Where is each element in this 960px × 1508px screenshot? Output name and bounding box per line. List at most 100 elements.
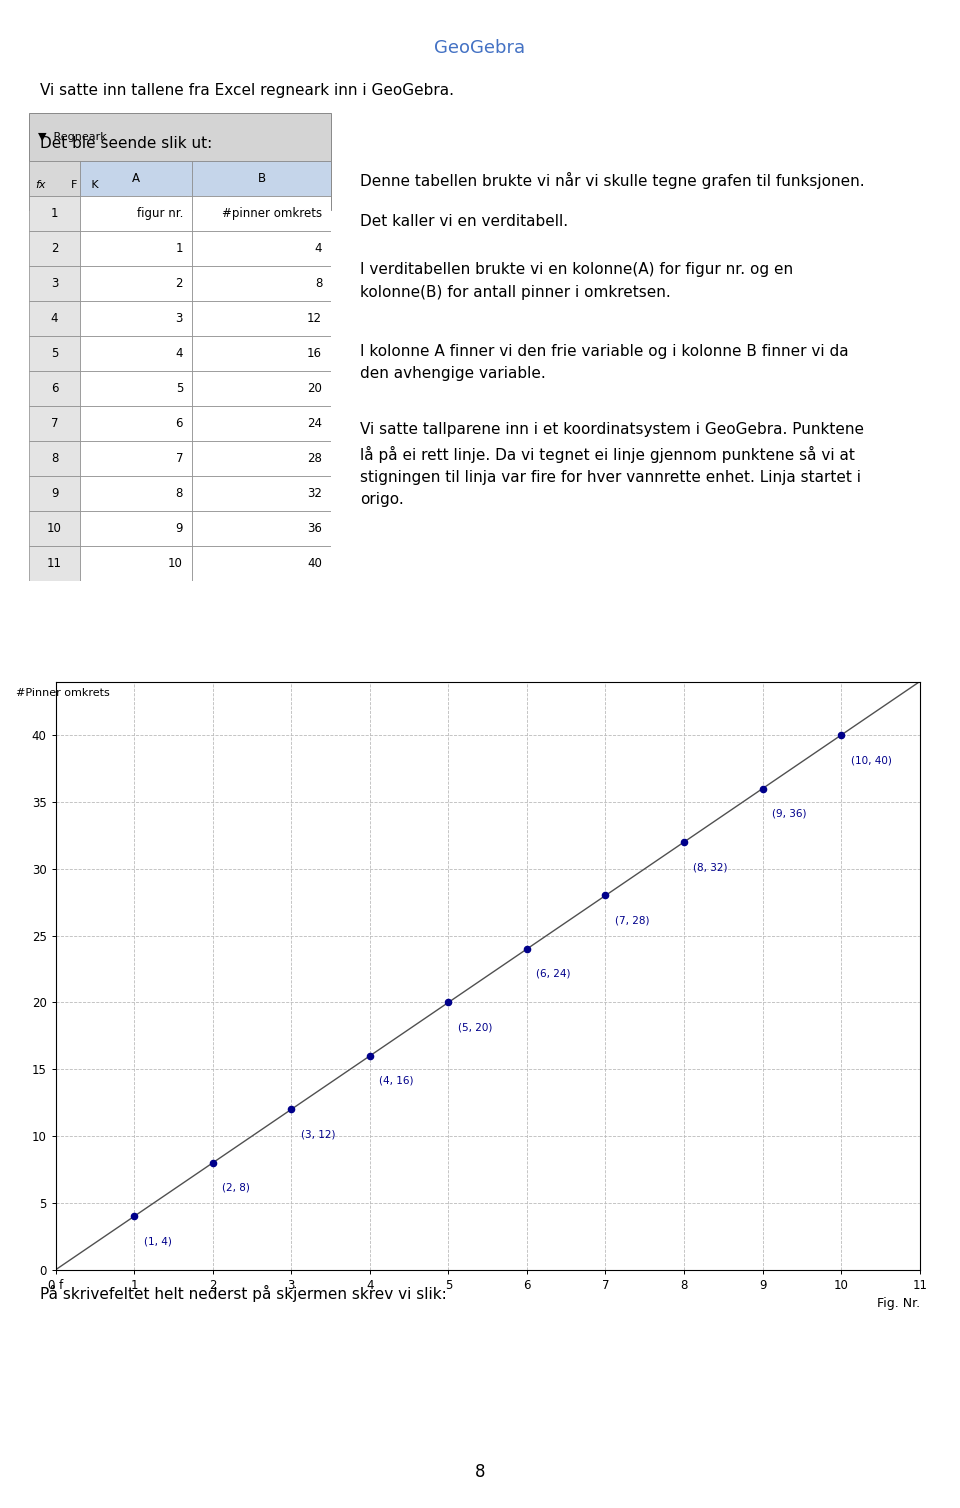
Bar [192,511,331,546]
Bar [81,546,192,581]
Bar [186,170,210,204]
Text: 32: 32 [307,487,323,499]
Text: 5: 5 [176,382,183,395]
Text: 24: 24 [307,416,323,430]
Bar [192,477,331,511]
Text: 12: 12 [307,312,323,326]
Bar [81,267,192,302]
Bar [29,440,81,477]
Text: I verditabellen brukte vi en kolonne(A) for figur nr. og en
kolonne(B) for antal: I verditabellen brukte vi en kolonne(A) … [360,262,793,300]
Text: ▼  Regneark: ▼ Regneark [37,133,107,142]
Bar [81,511,192,546]
Text: B: B [257,172,266,185]
Text: 4: 4 [176,347,183,360]
Text: Vi satte inn tallene fra Excel regneark inn i GeoGebra.: Vi satte inn tallene fra Excel regneark … [40,83,454,98]
Point [598,884,613,908]
Text: 8: 8 [51,452,59,464]
Bar [192,231,331,267]
Text: 5: 5 [51,347,59,360]
Text: (2, 8): (2, 8) [222,1182,250,1193]
Bar [81,371,192,406]
Text: (1, 4): (1, 4) [144,1237,172,1246]
Bar [81,161,192,196]
Point [833,722,849,746]
Bar [192,371,331,406]
Text: 11: 11 [47,556,62,570]
Bar [81,440,192,477]
Bar [29,477,81,511]
Text: 3: 3 [51,277,59,290]
Bar [192,546,331,581]
Point [127,1205,142,1229]
Point [677,829,692,854]
Text: 10: 10 [168,556,183,570]
Text: (5, 20): (5, 20) [458,1022,492,1033]
Bar [81,196,192,231]
Text: 9: 9 [176,522,183,535]
Point [205,1151,221,1175]
Bar [29,511,81,546]
Bar [192,161,331,196]
Bar [29,302,81,336]
Text: 28: 28 [307,452,323,464]
Bar [81,477,192,511]
Text: 20: 20 [307,382,323,395]
Text: (8, 32): (8, 32) [693,863,728,872]
Text: 10: 10 [47,522,62,535]
Text: Vi satte tallparene inn i et koordinatsystem i GeoGebra. Punktene
lå på ei rett : Vi satte tallparene inn i et koordinatsy… [360,422,864,507]
Point [283,1098,299,1122]
Point [362,1044,377,1068]
Point [441,991,456,1015]
Text: 6: 6 [176,416,183,430]
Bar [29,546,81,581]
Text: 7: 7 [176,452,183,464]
Text: Det kaller vi en verditabell.: Det kaller vi en verditabell. [360,214,568,229]
Bar [29,113,331,161]
Bar [192,196,331,231]
Text: 36: 36 [307,522,323,535]
Text: 1: 1 [176,243,183,255]
Bar [81,406,192,440]
Text: Denne tabellen brukte vi når vi skulle tegne grafen til funksjonen.: Denne tabellen brukte vi når vi skulle t… [360,172,865,188]
Text: 2: 2 [51,243,59,255]
Text: 4: 4 [51,312,59,326]
Text: I kolonne A finner vi den frie variable og i kolonne B finner vi da
den avhengig: I kolonne A finner vi den frie variable … [360,344,849,382]
Text: (9, 36): (9, 36) [772,808,806,819]
Bar [228,170,258,204]
Bar [81,302,192,336]
Bar [29,406,81,440]
Text: 40: 40 [307,556,323,570]
Bar [156,170,180,204]
Bar [192,406,331,440]
Text: 3: 3 [176,312,183,326]
Text: F    K: F K [71,181,99,190]
Bar [192,302,331,336]
Text: (4, 16): (4, 16) [379,1075,414,1086]
Bar [192,336,331,371]
Bar [29,231,81,267]
Text: 8: 8 [475,1463,485,1481]
Text: På skrivefeltet helt nederst på skjermen skrev vi slik:: På skrivefeltet helt nederst på skjermen… [40,1285,447,1301]
Bar [81,231,192,267]
Text: (6, 24): (6, 24) [537,970,571,979]
Text: #Pinner omkrets: #Pinner omkrets [16,688,110,698]
Text: 9: 9 [51,487,59,499]
Bar [29,267,81,302]
Text: A: A [132,172,140,185]
Bar [192,267,331,302]
Bar [81,336,192,371]
Text: (3, 12): (3, 12) [300,1129,335,1140]
Text: 16: 16 [307,347,323,360]
Bar [29,161,81,196]
Text: 8: 8 [315,277,323,290]
Bar [29,336,81,371]
Text: 6: 6 [51,382,59,395]
Text: 1: 1 [51,207,59,220]
Text: fx: fx [35,181,45,190]
Point [755,777,770,801]
Bar [29,371,81,406]
Text: Det ble seende slik ut:: Det ble seende slik ut: [40,136,212,151]
X-axis label: Fig. Nr.: Fig. Nr. [876,1297,920,1310]
Text: 2: 2 [176,277,183,290]
Text: #pinner omkrets: #pinner omkrets [222,207,323,220]
